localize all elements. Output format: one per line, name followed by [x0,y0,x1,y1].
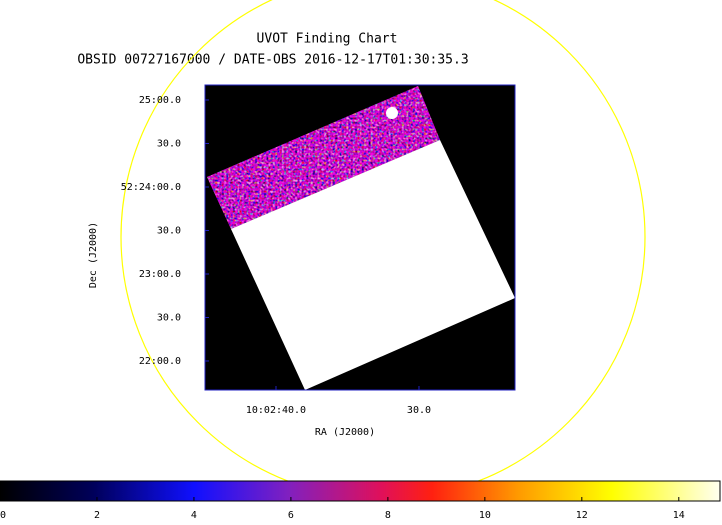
noise [207,86,440,229]
y-tick-label: 30.0 [157,225,181,236]
y-tick-label: 30.0 [157,312,181,323]
y-tick-label: 23:00.0 [139,269,181,280]
source [386,107,398,119]
colorbar-tick-label: 14 [673,510,685,521]
colorbar-tick-label: 12 [576,510,588,521]
y-axis-label: Dec (J2000) [88,222,99,288]
y-tick-label: 25:00.0 [139,95,181,106]
image [204,84,516,391]
y-tick-label: 52:24:00.0 [121,182,181,193]
x-axis-label: RA (J2000) [315,427,375,438]
x-tick-label: 30.0 [407,405,431,416]
colorbar-tick-label: 4 [191,510,197,521]
colorbar-tick-label: 2 [94,510,100,521]
colorbar-tick-label: 8 [385,510,391,521]
colorbar-tick-label: 0 [0,510,6,521]
subtitle: OBSID 00727167000 / DATE-OBS 2016-12-17T… [77,53,468,68]
colorbar-tick-label: 10 [479,510,491,521]
colorbar [0,480,721,502]
frame [204,84,516,391]
saturated-region [231,140,515,390]
colorbar-tick-label: 6 [288,510,294,521]
y-tick-label: 30.0 [157,139,181,150]
title: UVOT Finding Chart [257,32,398,47]
x-tick-label: 10:02:40.0 [246,405,306,416]
y-tick-label: 22:00.0 [139,356,181,367]
